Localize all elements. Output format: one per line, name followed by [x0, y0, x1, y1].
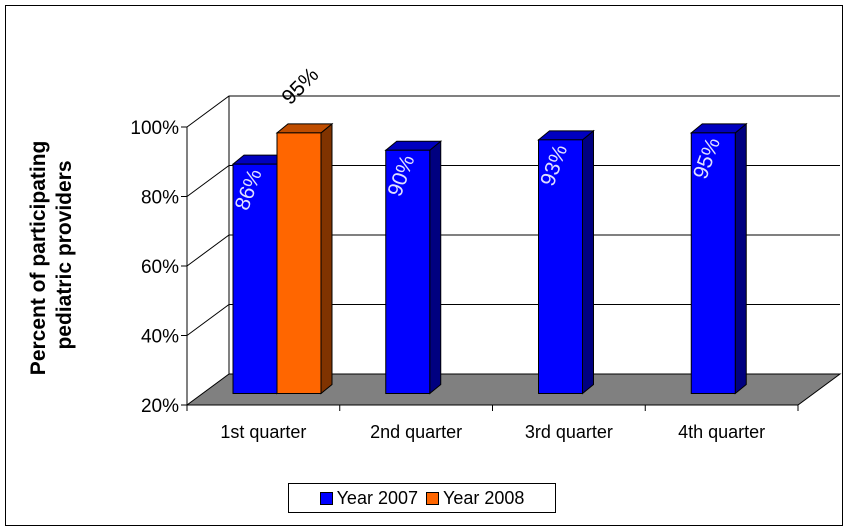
legend-label-2008: Year 2008 [443, 487, 525, 508]
x-tick-label: 3rd quarter [525, 422, 613, 442]
legend-entry-2007: Year 2007 [319, 487, 418, 509]
y-tick-label: 20% [141, 396, 179, 417]
axes [181, 126, 799, 411]
legend: Year 2007 Year 2008 [288, 483, 556, 513]
legend-entry-2008: Year 2008 [426, 488, 524, 509]
x-tick-label: 4th quarter [678, 422, 765, 442]
bar-2007-2 [384, 140, 443, 395]
gridlines [186, 95, 840, 374]
bars [231, 122, 748, 395]
y-axis-title-line-2: pediatric providers [53, 160, 76, 349]
legend-swatch-2008 [426, 491, 439, 505]
x-tick-label: 1st quarter [220, 422, 306, 442]
y-tick-label: 80% [141, 188, 179, 209]
x-tick-label: 2nd quarter [370, 422, 462, 442]
y-axis-title-line-1: Percent of participating [27, 141, 50, 376]
bar-2008-1 [275, 122, 334, 395]
bar-2007-4 [689, 122, 748, 395]
legend-label-2007: Year 2007 [336, 487, 418, 508]
data-label: 95% [277, 63, 323, 109]
y-tick-label: 100% [130, 118, 179, 139]
y-tick-label: 40% [141, 327, 179, 348]
legend-swatch-2007 [319, 491, 333, 505]
y-axis-title: Percent of participating pediatric provi… [27, 135, 76, 375]
bar-2007-3 [537, 129, 595, 395]
y-tick-label: 60% [141, 257, 179, 278]
